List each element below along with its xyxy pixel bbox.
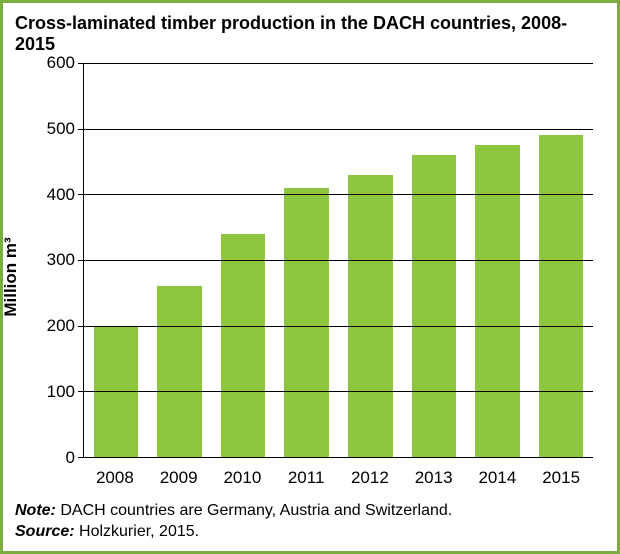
y-axis-label: Million m³	[1, 238, 21, 317]
bar	[221, 234, 266, 457]
y-tick-labels: 0100200300400500600	[37, 63, 81, 458]
y-tick-label: 300	[47, 250, 75, 270]
gridline	[84, 326, 593, 327]
y-tick-label: 100	[47, 382, 75, 402]
x-tick-label: 2009	[147, 462, 211, 492]
y-tick-mark	[78, 260, 84, 261]
chart-area: Million m³ 0100200300400500600 200820092…	[15, 63, 593, 492]
x-tick-labels: 20082009201020112012201320142015	[83, 462, 593, 492]
y-tick-label: 200	[47, 316, 75, 336]
x-tick-label: 2014	[466, 462, 530, 492]
y-tick-label: 500	[47, 119, 75, 139]
y-tick-mark	[78, 391, 84, 392]
bar	[475, 145, 520, 457]
bar	[348, 175, 393, 457]
y-tick-label: 0	[66, 448, 75, 468]
gridline	[84, 129, 593, 130]
y-tick-mark	[78, 63, 84, 64]
bar	[539, 135, 584, 457]
bar	[412, 155, 457, 457]
y-tick-label: 400	[47, 185, 75, 205]
gridline	[84, 391, 593, 392]
chart-title: Cross-laminated timber production in the…	[7, 11, 613, 59]
x-tick-label: 2013	[402, 462, 466, 492]
source-label: Source:	[15, 523, 75, 540]
x-tick-label: 2011	[274, 462, 338, 492]
y-tick-mark	[78, 194, 84, 195]
x-tick-label: 2015	[529, 462, 593, 492]
bar	[157, 286, 202, 457]
bar	[284, 188, 329, 457]
gridline	[84, 194, 593, 195]
x-tick-label: 2008	[83, 462, 147, 492]
y-tick-label: 600	[47, 53, 75, 73]
y-tick-mark	[78, 457, 84, 458]
note-text: DACH countries are Germany, Austria and …	[56, 502, 452, 519]
source-line: Source: Holzkurier, 2015.	[15, 521, 605, 543]
note-label: Note:	[15, 502, 56, 519]
y-tick-mark	[78, 129, 84, 130]
y-tick-mark	[78, 326, 84, 327]
x-tick-label: 2010	[211, 462, 275, 492]
chart-card: Cross-laminated timber production in the…	[0, 0, 620, 554]
chart-footer: Note: DACH countries are Germany, Austri…	[7, 492, 613, 547]
source-text: Holzkurier, 2015.	[75, 523, 200, 540]
plot-region	[83, 63, 593, 458]
x-tick-label: 2012	[338, 462, 402, 492]
gridline	[84, 63, 593, 64]
note-line: Note: DACH countries are Germany, Austri…	[15, 500, 605, 522]
gridline	[84, 260, 593, 261]
